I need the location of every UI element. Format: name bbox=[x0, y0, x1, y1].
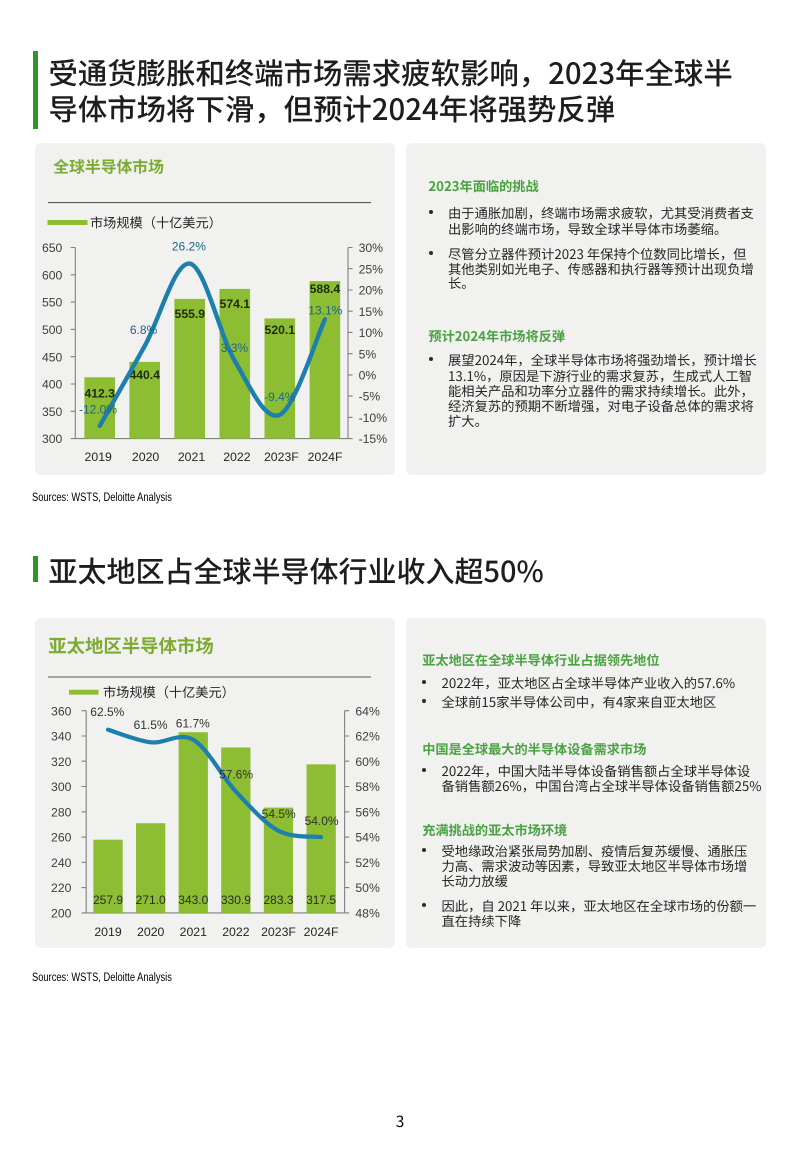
svg-text:亚太地区半导体市场: 亚太地区半导体市场 bbox=[48, 632, 214, 658]
svg-text:30%: 30% bbox=[359, 241, 384, 255]
svg-text:2022: 2022 bbox=[223, 450, 251, 464]
svg-text:64%: 64% bbox=[355, 704, 380, 718]
svg-text:2020: 2020 bbox=[137, 925, 165, 939]
svg-text:271.0: 271.0 bbox=[136, 893, 166, 907]
svg-text:26.2%: 26.2% bbox=[172, 239, 206, 253]
svg-text:15%: 15% bbox=[359, 305, 384, 319]
svg-text:全球半导体市场: 全球半导体市场 bbox=[53, 154, 164, 177]
svg-text:2019: 2019 bbox=[94, 925, 122, 939]
svg-text:市场规模（十亿美元）: 市场规模（十亿美元） bbox=[103, 682, 235, 701]
svg-text:555.9: 555.9 bbox=[175, 307, 206, 321]
svg-text:54.0%: 54.0% bbox=[305, 814, 339, 828]
svg-text:2024F: 2024F bbox=[308, 450, 343, 464]
svg-text:2020: 2020 bbox=[132, 450, 160, 464]
svg-text:320: 320 bbox=[51, 755, 72, 769]
svg-text:500: 500 bbox=[42, 323, 63, 337]
svg-text:360: 360 bbox=[51, 704, 72, 718]
svg-text:550: 550 bbox=[42, 296, 63, 310]
svg-text:574.1: 574.1 bbox=[220, 297, 251, 311]
svg-text:58%: 58% bbox=[355, 780, 380, 794]
svg-text:450: 450 bbox=[42, 350, 63, 364]
svg-text:340: 340 bbox=[51, 730, 72, 744]
svg-text:650: 650 bbox=[42, 241, 63, 255]
svg-text:61.5%: 61.5% bbox=[134, 718, 168, 732]
svg-text:60%: 60% bbox=[355, 755, 380, 769]
svg-text:2022: 2022 bbox=[222, 925, 250, 939]
svg-text:400: 400 bbox=[42, 378, 63, 392]
svg-text:280: 280 bbox=[51, 805, 72, 819]
svg-text:-15%: -15% bbox=[359, 432, 388, 446]
svg-text:6.8%: 6.8% bbox=[130, 323, 158, 337]
svg-text:2019: 2019 bbox=[85, 450, 113, 464]
svg-text:350: 350 bbox=[42, 405, 63, 419]
svg-text:600: 600 bbox=[42, 268, 63, 282]
svg-text:440.4: 440.4 bbox=[129, 368, 160, 382]
svg-text:-10%: -10% bbox=[359, 411, 388, 425]
svg-text:54%: 54% bbox=[355, 831, 380, 845]
svg-text:57.6%: 57.6% bbox=[219, 767, 253, 781]
svg-text:240: 240 bbox=[51, 856, 72, 870]
svg-text:330.9: 330.9 bbox=[221, 893, 251, 907]
svg-text:52%: 52% bbox=[355, 856, 380, 870]
svg-text:300: 300 bbox=[42, 432, 63, 446]
svg-text:317.5: 317.5 bbox=[306, 893, 336, 907]
svg-text:20%: 20% bbox=[359, 284, 384, 298]
svg-text:0%: 0% bbox=[359, 369, 377, 383]
svg-text:200: 200 bbox=[51, 907, 72, 921]
svg-text:343.0: 343.0 bbox=[178, 893, 208, 907]
svg-text:260: 260 bbox=[51, 831, 72, 845]
svg-text:257.9: 257.9 bbox=[93, 893, 123, 907]
svg-text:-9.4%: -9.4% bbox=[264, 390, 296, 404]
svg-text:市场规模（十亿美元）: 市场规模（十亿美元） bbox=[90, 212, 222, 231]
svg-text:520.1: 520.1 bbox=[265, 323, 296, 337]
svg-text:54.5%: 54.5% bbox=[262, 807, 296, 821]
svg-text:62.5%: 62.5% bbox=[90, 705, 124, 719]
svg-text:2023F: 2023F bbox=[261, 925, 296, 939]
svg-text:10%: 10% bbox=[359, 326, 384, 340]
svg-text:48%: 48% bbox=[355, 907, 380, 921]
svg-text:2021: 2021 bbox=[180, 925, 208, 939]
svg-text:588.4: 588.4 bbox=[310, 282, 341, 296]
svg-text:62%: 62% bbox=[355, 730, 380, 744]
svg-text:-5%: -5% bbox=[359, 390, 381, 404]
svg-text:50%: 50% bbox=[355, 881, 380, 895]
svg-text:-12.0%: -12.0% bbox=[79, 402, 117, 416]
svg-text:2023F: 2023F bbox=[264, 450, 299, 464]
svg-text:300: 300 bbox=[51, 780, 72, 794]
svg-text:2021: 2021 bbox=[178, 450, 206, 464]
svg-text:412.3: 412.3 bbox=[84, 386, 115, 400]
svg-text:61.7%: 61.7% bbox=[176, 716, 210, 730]
svg-text:56%: 56% bbox=[355, 805, 380, 819]
svg-text:5%: 5% bbox=[359, 347, 377, 361]
svg-text:283.3: 283.3 bbox=[263, 893, 293, 907]
svg-text:2024F: 2024F bbox=[304, 925, 339, 939]
svg-text:220: 220 bbox=[51, 881, 72, 895]
svg-text:13.1%: 13.1% bbox=[308, 304, 342, 318]
svg-text:3.3%: 3.3% bbox=[221, 341, 249, 355]
svg-text:25%: 25% bbox=[359, 262, 384, 276]
